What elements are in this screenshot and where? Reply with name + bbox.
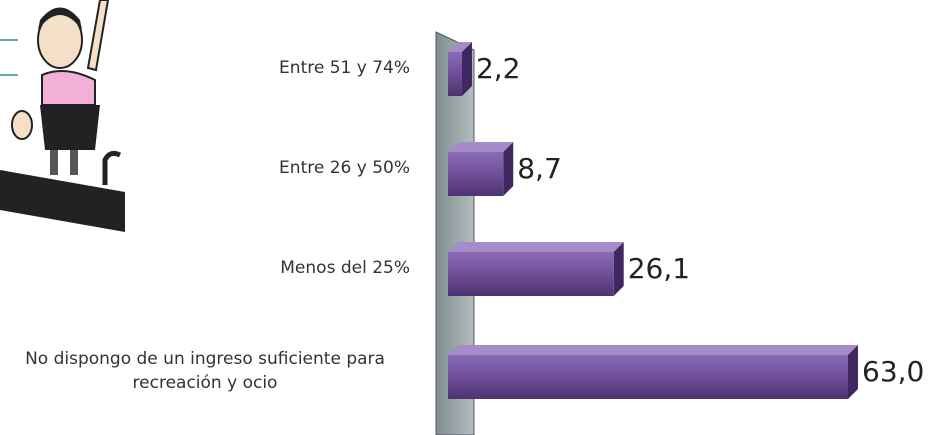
cartoon: [0, 0, 125, 232]
category-label: No dispongo de un ingreso suficiente par…: [0, 347, 410, 395]
value-label: 8,7: [517, 152, 562, 185]
bar: [448, 355, 848, 399]
bar-top: [448, 242, 624, 252]
category-label: Entre 51 y 74%: [0, 56, 410, 80]
chart: 2,2 8,7 26,1 63,0 Entre 51 y 74% Entre 26 y …: [0, 0, 928, 435]
value-label: 63,0: [862, 355, 924, 388]
value-label: 26,1: [628, 252, 690, 285]
category-label: Menos del 25%: [0, 256, 410, 280]
bar: [448, 52, 462, 96]
bar: [448, 152, 503, 196]
bar-top: [448, 142, 513, 152]
bar: [448, 252, 614, 296]
category-label: Entre 26 y 50%: [0, 156, 410, 180]
value-label: 2,2: [476, 52, 521, 85]
bar-top: [448, 345, 858, 355]
